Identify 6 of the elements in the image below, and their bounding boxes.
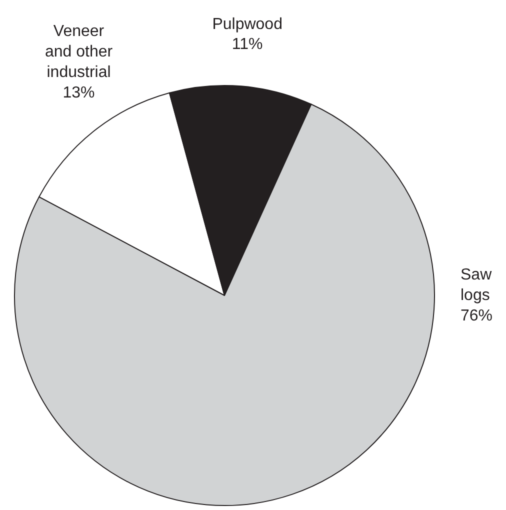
slice-label: Pulpwood xyxy=(212,16,282,33)
slice-label: Veneer and other industrial xyxy=(44,23,114,81)
data-label: 11% xyxy=(232,36,263,54)
data-label: 13% xyxy=(62,84,95,102)
slice-label: Saw logs xyxy=(460,266,492,304)
data-label: 76% xyxy=(460,307,493,324)
